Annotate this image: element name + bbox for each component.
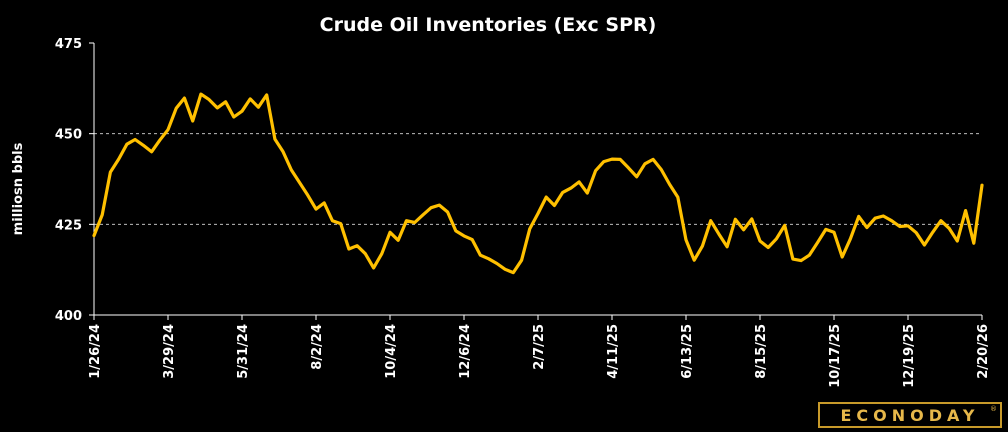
chart-title: Crude Oil Inventories (Exc SPR) (320, 14, 657, 36)
y-tick-labels: 400 425 450 475 (55, 37, 82, 324)
x-tick-label: 2/20/26 (976, 324, 991, 379)
x-tick-label: 8/2/24 (310, 324, 325, 370)
y-tick-label: 425 (55, 218, 82, 233)
registered-mark: ® (990, 405, 997, 413)
x-tick-label: 3/29/24 (162, 324, 177, 379)
x-tick-label: 4/11/25 (606, 324, 621, 379)
y-tick-label: 475 (55, 37, 82, 52)
x-tick-label: 10/4/24 (384, 324, 399, 379)
x-tick-label: 8/15/25 (754, 324, 769, 379)
y-tick-label: 450 (55, 128, 82, 143)
logo-text: ECONODAY (840, 405, 980, 425)
x-tick-label: 5/31/24 (236, 324, 251, 379)
x-tick-label: 2/7/25 (532, 324, 547, 370)
grid-lines (94, 133, 982, 225)
y-tick-label: 400 (55, 309, 82, 324)
x-tick-label: 6/13/25 (680, 324, 695, 379)
x-tick-labels: 1/26/24 3/29/24 5/31/24 8/2/24 10/4/24 12/6/2… (88, 324, 991, 388)
series-layer (92, 92, 984, 275)
y-axis-label: milliosn bbls (11, 142, 26, 235)
x-tick-label: 12/19/25 (902, 324, 917, 388)
x-tick-label: 10/17/25 (828, 324, 843, 388)
x-tick-label: 12/6/24 (458, 324, 473, 379)
x-tick-label: 1/26/24 (88, 324, 103, 379)
series-line (92, 92, 984, 275)
econoday-logo: ECONODAY ® (818, 402, 1002, 428)
axes (89, 42, 983, 320)
